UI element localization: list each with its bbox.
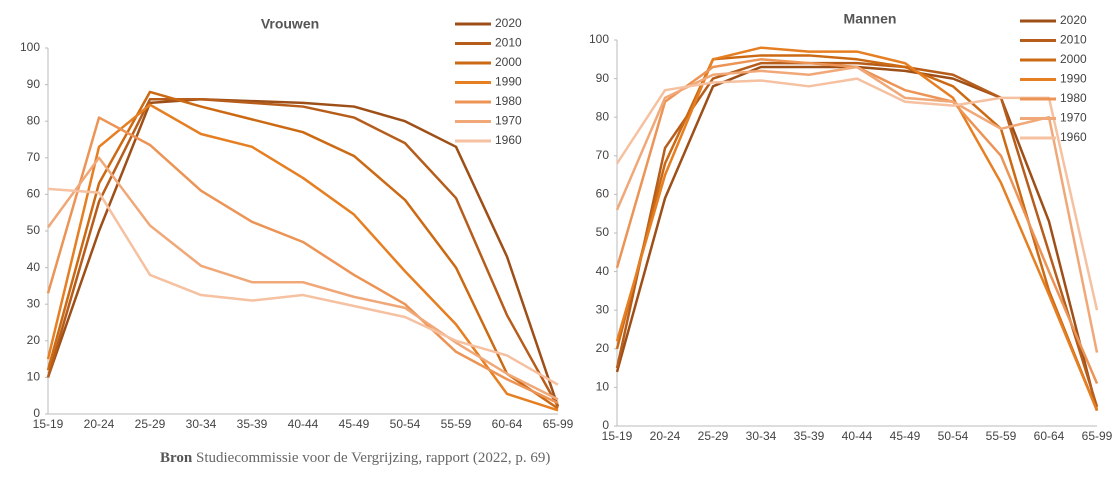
- y-tick-label: 20: [27, 333, 41, 347]
- legend-label: 1990: [495, 75, 522, 89]
- y-tick-label: 0: [33, 406, 40, 420]
- chart-title: Vrouwen: [261, 16, 319, 32]
- legend-label: 1990: [1060, 72, 1087, 86]
- legend-label: 2020: [1060, 13, 1087, 27]
- x-tick-label: 40-44: [842, 429, 873, 440]
- y-tick-label: 30: [596, 302, 610, 316]
- x-tick-label: 20-24: [84, 417, 115, 431]
- source-label: Bron: [160, 450, 193, 466]
- x-tick-label: 65-99: [1082, 429, 1113, 440]
- y-tick-label: 100: [20, 40, 40, 54]
- y-tick-label: 60: [596, 187, 610, 201]
- x-tick-label: 30-34: [186, 417, 217, 431]
- x-tick-label: 25-29: [698, 429, 729, 440]
- x-tick-label: 60-64: [1034, 429, 1065, 440]
- series-line: [46, 156, 559, 401]
- legend-label: 2000: [495, 55, 522, 69]
- x-tick-label: 20-24: [650, 429, 681, 440]
- series-line: [615, 58, 1099, 385]
- series-line: [46, 97, 560, 408]
- x-tick-label: 15-19: [33, 417, 64, 431]
- legend-label: 1970: [1060, 111, 1087, 125]
- legend-label: 1980: [495, 94, 522, 108]
- y-tick-label: 90: [596, 71, 610, 85]
- series-line: [615, 65, 1099, 353]
- y-tick-label: 30: [27, 296, 41, 310]
- y-tick-label: 10: [27, 370, 41, 384]
- y-tick-label: 60: [27, 187, 41, 201]
- series-line: [46, 116, 559, 405]
- y-tick-label: 40: [596, 264, 610, 278]
- y-tick-label: 10: [596, 380, 610, 394]
- y-tick-label: 40: [27, 260, 41, 274]
- legend-label: 1970: [495, 114, 522, 128]
- x-tick-label: 40-44: [288, 417, 319, 431]
- source-text: Studiecommissie voor de Vergrijzing, rap…: [195, 450, 551, 466]
- y-tick-label: 90: [27, 77, 41, 91]
- series-line: [46, 103, 559, 412]
- series-line: [615, 46, 1099, 412]
- x-tick-label: 30-34: [746, 429, 777, 440]
- source: Bron Studiecommissie voor de Vergrijzing…: [160, 450, 550, 467]
- legend-label: 2020: [495, 16, 522, 30]
- x-tick-label: 50-54: [938, 429, 969, 440]
- y-tick-label: 70: [596, 148, 610, 162]
- y-tick-label: 80: [596, 109, 610, 123]
- x-tick-label: 60-64: [492, 417, 523, 431]
- series-line: [47, 187, 559, 386]
- x-tick-label: 15-19: [602, 429, 633, 440]
- x-tick-label: 45-49: [890, 429, 921, 440]
- x-tick-label: 65-99: [543, 417, 574, 431]
- x-tick-label: 35-39: [794, 429, 825, 440]
- y-tick-label: 80: [27, 113, 41, 127]
- series-line: [615, 77, 1099, 311]
- y-tick-label: 50: [27, 223, 41, 237]
- chart-title: Mannen: [844, 11, 897, 27]
- series-line: [615, 61, 1099, 408]
- x-tick-label: 50-54: [390, 417, 421, 431]
- y-tick-label: 0: [602, 418, 609, 432]
- y-tick-label: 100: [589, 32, 609, 46]
- series-line: [46, 90, 559, 410]
- x-tick-label: 45-49: [339, 417, 370, 431]
- series-line: [615, 54, 1099, 412]
- x-tick-label: 25-29: [135, 417, 166, 431]
- legend-label: 1960: [495, 133, 522, 147]
- legend-label: 2010: [1060, 33, 1087, 47]
- legend-label: 2010: [495, 36, 522, 50]
- x-tick-label: 55-59: [986, 429, 1017, 440]
- y-tick-label: 70: [27, 150, 41, 164]
- legend-label: 2000: [1060, 52, 1087, 66]
- y-tick-label: 20: [596, 341, 610, 355]
- legend-label: 1980: [1060, 91, 1087, 105]
- x-tick-label: 35-39: [237, 417, 268, 431]
- y-tick-label: 50: [596, 225, 610, 239]
- x-tick-label: 55-59: [441, 417, 472, 431]
- page: {"chart_data": [ {"type": "line", "title…: [19, 10, 1113, 466]
- series-line: [46, 97, 560, 408]
- legend-label: 1960: [1060, 130, 1087, 144]
